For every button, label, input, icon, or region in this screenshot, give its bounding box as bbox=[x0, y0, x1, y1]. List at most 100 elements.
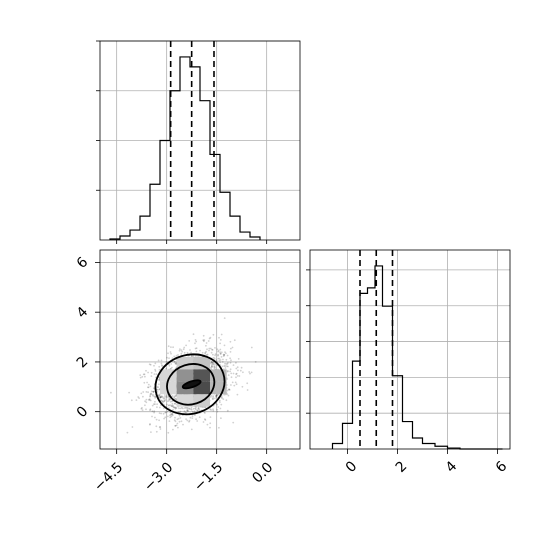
marginal-x-grid bbox=[100, 40, 300, 240]
joint-scatter-point bbox=[173, 355, 176, 358]
joint-scatter-point bbox=[184, 406, 187, 409]
joint-scatter-point bbox=[175, 398, 177, 400]
joint-scatter-point bbox=[217, 353, 220, 356]
joint-scatter-point bbox=[150, 393, 153, 396]
joint-scatter-point bbox=[217, 349, 220, 352]
joint-scatter-point bbox=[167, 352, 169, 355]
joint-scatter-point bbox=[158, 369, 161, 371]
joint-scatter-point bbox=[194, 342, 196, 345]
joint-scatter-point bbox=[215, 394, 218, 397]
joint-contour-lines bbox=[154, 353, 226, 416]
joint-scatter-point bbox=[208, 349, 210, 352]
joint-density-cell bbox=[176, 369, 194, 382]
joint-scatter-point bbox=[235, 367, 238, 370]
joint-scatter-point bbox=[221, 361, 224, 363]
joint-scatter-point bbox=[164, 394, 166, 396]
joint-scatter-point bbox=[171, 414, 174, 417]
joint-scatter-point bbox=[214, 397, 216, 400]
joint-scatter-point bbox=[158, 378, 160, 381]
joint-scatter-point bbox=[182, 348, 185, 351]
joint-scatter-point bbox=[163, 397, 165, 400]
joint-scatter-point bbox=[149, 395, 152, 398]
joint-scatter-point bbox=[217, 350, 220, 353]
joint-scatter-point bbox=[160, 399, 162, 401]
joint-scatter-point bbox=[239, 369, 242, 372]
joint-density-cell bbox=[193, 356, 210, 370]
joint-scatter-point bbox=[228, 388, 231, 391]
joint-scatter-point bbox=[152, 390, 155, 393]
joint-scatter-point bbox=[179, 348, 181, 350]
joint-scatter-point bbox=[185, 418, 188, 420]
joint-scatter-point bbox=[167, 404, 170, 407]
joint-scatter-point bbox=[149, 408, 152, 411]
joint-scatter-point bbox=[147, 398, 150, 401]
joint-scatter-point bbox=[241, 385, 244, 388]
joint-scatter-point bbox=[168, 407, 170, 409]
joint-scatter-point bbox=[153, 411, 156, 414]
joint-scatter-point bbox=[126, 431, 129, 434]
joint-scatter-point bbox=[158, 379, 161, 381]
joint-scatter-point bbox=[159, 395, 162, 397]
joint-scatter-point bbox=[154, 362, 157, 365]
joint-scatter-point bbox=[211, 363, 213, 366]
joint-scatter-point bbox=[208, 347, 211, 350]
joint-scatter-point bbox=[167, 398, 170, 400]
joint-scatter-point bbox=[194, 407, 197, 410]
joint-scatter-point bbox=[154, 400, 156, 403]
joint-scatter-point bbox=[164, 416, 167, 419]
joint-scatter-point bbox=[156, 406, 158, 408]
joint-scatter-point bbox=[206, 423, 209, 426]
joint-scatter-point bbox=[222, 353, 225, 356]
marginal-x-histogram-step bbox=[109, 56, 261, 240]
joint-scatter-point bbox=[194, 339, 197, 341]
joint-scatter-point bbox=[139, 376, 142, 379]
joint-scatter-point bbox=[230, 376, 233, 379]
joint-scatter-point bbox=[174, 406, 177, 409]
joint-scatter-point bbox=[213, 357, 216, 360]
joint-scatter-point bbox=[158, 397, 161, 399]
joint-scatter-point bbox=[214, 395, 217, 397]
marginal-x-ticks bbox=[96, 40, 268, 244]
joint-scatter-point bbox=[194, 347, 197, 350]
joint-scatter-point bbox=[174, 425, 177, 427]
joint-scatter-point bbox=[174, 420, 177, 423]
joint-scatter-point bbox=[236, 375, 239, 377]
joint-scatter-point bbox=[144, 400, 147, 403]
joint-scatter-point bbox=[179, 410, 182, 413]
joint-scatter-point bbox=[175, 362, 177, 365]
joint-scatter-point bbox=[170, 352, 172, 355]
joint-scatter-point bbox=[196, 409, 199, 412]
joint-scatter-point bbox=[204, 418, 206, 421]
joint-scatter-point bbox=[199, 349, 201, 352]
joint-scatter-point bbox=[209, 396, 212, 398]
joint-scatter-point bbox=[188, 407, 191, 410]
joint-scatter-point bbox=[160, 359, 163, 362]
joint-scatter-point bbox=[192, 354, 195, 357]
joint-scatter-point bbox=[226, 370, 229, 373]
joint-scatter-point bbox=[232, 421, 235, 424]
joint-scatter-point bbox=[157, 359, 160, 362]
joint-scatter-point bbox=[235, 376, 237, 379]
joint-scatter-point bbox=[190, 406, 193, 409]
joint-scatter-point bbox=[173, 406, 176, 409]
joint-scatter-point bbox=[138, 397, 141, 399]
joint-scatter-point bbox=[145, 408, 147, 411]
joint-scatter-point bbox=[148, 363, 151, 366]
joint-scatter-point bbox=[169, 400, 172, 403]
joint-scatter-point bbox=[249, 372, 251, 375]
joint-scatter-point bbox=[193, 410, 196, 413]
joint-scatter-point bbox=[168, 364, 171, 367]
joint-scatter-point bbox=[209, 422, 212, 425]
joint-density-cell bbox=[160, 381, 177, 395]
joint-scatter-point bbox=[155, 430, 158, 433]
joint-scatter-point bbox=[163, 417, 166, 420]
joint-scatter-point bbox=[173, 419, 176, 422]
joint-scatter-point bbox=[231, 381, 234, 384]
joint-scatter-point bbox=[170, 413, 172, 416]
joint-scatter-point bbox=[163, 399, 166, 402]
joint-scatter-point bbox=[213, 363, 216, 366]
joint-scatter-point bbox=[216, 408, 219, 411]
joint-scatter-point bbox=[149, 363, 152, 366]
joint-scatter-point bbox=[227, 394, 230, 397]
joint-scatter-point bbox=[197, 407, 200, 410]
